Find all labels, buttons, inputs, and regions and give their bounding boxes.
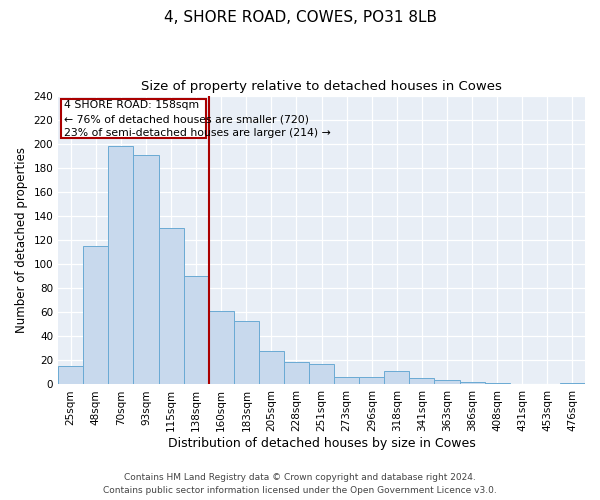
Bar (158, 228, 184, 384)
Bar (359, 377, 385, 384)
Bar (284, 362, 309, 384)
Bar (83, 246, 109, 384)
Bar (334, 377, 359, 384)
Bar (434, 380, 460, 384)
Bar (58, 366, 83, 384)
Bar (259, 351, 284, 384)
Bar (184, 276, 209, 384)
Text: Contains HM Land Registry data © Crown copyright and database right 2024.
Contai: Contains HM Land Registry data © Crown c… (103, 474, 497, 495)
FancyBboxPatch shape (61, 99, 206, 138)
Bar (309, 364, 334, 384)
Bar (385, 371, 409, 384)
Bar (409, 378, 434, 384)
Bar (133, 154, 158, 384)
Title: Size of property relative to detached houses in Cowes: Size of property relative to detached ho… (141, 80, 502, 93)
Text: 4, SHORE ROAD, COWES, PO31 8LB: 4, SHORE ROAD, COWES, PO31 8LB (163, 10, 437, 25)
Bar (209, 311, 234, 384)
X-axis label: Distribution of detached houses by size in Cowes: Distribution of detached houses by size … (168, 437, 475, 450)
Bar (460, 382, 485, 384)
Y-axis label: Number of detached properties: Number of detached properties (15, 147, 28, 333)
Bar (109, 146, 133, 384)
Bar (234, 320, 259, 384)
Text: 4 SHORE ROAD: 158sqm
← 76% of detached houses are smaller (720)
23% of semi-deta: 4 SHORE ROAD: 158sqm ← 76% of detached h… (64, 100, 331, 138)
